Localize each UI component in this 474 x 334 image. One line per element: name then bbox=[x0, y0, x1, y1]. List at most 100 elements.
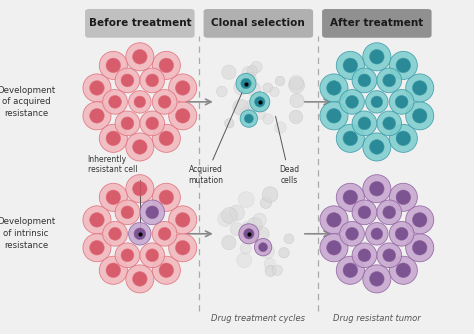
Ellipse shape bbox=[251, 61, 262, 73]
Ellipse shape bbox=[244, 114, 254, 123]
Ellipse shape bbox=[218, 211, 233, 226]
Text: Clonal selection: Clonal selection bbox=[211, 18, 305, 28]
Ellipse shape bbox=[169, 234, 197, 262]
Ellipse shape bbox=[389, 90, 414, 114]
Ellipse shape bbox=[126, 133, 154, 161]
Ellipse shape bbox=[396, 263, 410, 278]
Ellipse shape bbox=[140, 68, 164, 93]
Ellipse shape bbox=[236, 73, 256, 94]
FancyBboxPatch shape bbox=[322, 9, 431, 38]
Ellipse shape bbox=[363, 133, 391, 161]
Ellipse shape bbox=[343, 131, 357, 146]
Ellipse shape bbox=[290, 94, 304, 108]
Ellipse shape bbox=[340, 221, 365, 246]
Ellipse shape bbox=[230, 223, 243, 236]
Ellipse shape bbox=[358, 117, 371, 130]
Ellipse shape bbox=[133, 272, 147, 286]
Text: Dead
cells: Dead cells bbox=[275, 116, 299, 185]
Ellipse shape bbox=[90, 109, 104, 123]
Ellipse shape bbox=[222, 235, 236, 250]
Ellipse shape bbox=[377, 111, 401, 136]
FancyBboxPatch shape bbox=[204, 9, 313, 38]
Ellipse shape bbox=[109, 227, 121, 240]
Ellipse shape bbox=[239, 224, 259, 244]
Ellipse shape bbox=[229, 205, 245, 221]
Ellipse shape bbox=[377, 68, 401, 93]
Ellipse shape bbox=[217, 86, 227, 97]
Ellipse shape bbox=[370, 181, 384, 196]
Ellipse shape bbox=[159, 131, 173, 146]
Ellipse shape bbox=[272, 265, 283, 275]
Ellipse shape bbox=[244, 100, 257, 114]
Ellipse shape bbox=[346, 96, 358, 108]
Ellipse shape bbox=[241, 226, 252, 237]
Ellipse shape bbox=[247, 82, 261, 96]
Ellipse shape bbox=[327, 212, 341, 227]
Ellipse shape bbox=[106, 190, 120, 205]
Ellipse shape bbox=[109, 96, 121, 108]
Ellipse shape bbox=[152, 183, 181, 211]
Ellipse shape bbox=[242, 66, 254, 79]
Ellipse shape bbox=[336, 51, 365, 79]
Ellipse shape bbox=[126, 265, 154, 293]
Ellipse shape bbox=[140, 200, 164, 225]
Ellipse shape bbox=[241, 78, 251, 89]
Ellipse shape bbox=[242, 222, 252, 232]
Ellipse shape bbox=[152, 221, 177, 246]
Ellipse shape bbox=[395, 96, 408, 108]
Ellipse shape bbox=[383, 74, 396, 87]
Ellipse shape bbox=[383, 117, 396, 130]
Ellipse shape bbox=[175, 109, 190, 123]
Ellipse shape bbox=[265, 266, 276, 277]
Ellipse shape bbox=[336, 124, 365, 152]
Text: Inherently
resistant cell: Inherently resistant cell bbox=[88, 155, 140, 231]
Ellipse shape bbox=[133, 181, 147, 196]
Ellipse shape bbox=[363, 43, 391, 71]
Ellipse shape bbox=[169, 74, 197, 102]
Ellipse shape bbox=[244, 228, 254, 239]
Ellipse shape bbox=[90, 212, 104, 227]
Ellipse shape bbox=[327, 80, 341, 95]
Ellipse shape bbox=[270, 87, 279, 97]
Ellipse shape bbox=[352, 68, 377, 93]
Ellipse shape bbox=[83, 74, 111, 102]
Ellipse shape bbox=[396, 190, 410, 205]
Ellipse shape bbox=[346, 227, 358, 240]
Ellipse shape bbox=[99, 183, 128, 211]
Ellipse shape bbox=[240, 243, 251, 254]
Ellipse shape bbox=[115, 200, 140, 225]
Ellipse shape bbox=[152, 51, 181, 79]
Ellipse shape bbox=[115, 68, 140, 93]
Ellipse shape bbox=[396, 131, 410, 146]
Ellipse shape bbox=[352, 200, 377, 225]
Ellipse shape bbox=[327, 240, 341, 255]
Ellipse shape bbox=[289, 75, 303, 90]
Ellipse shape bbox=[263, 83, 273, 93]
FancyBboxPatch shape bbox=[85, 9, 194, 38]
Ellipse shape bbox=[83, 102, 111, 130]
Ellipse shape bbox=[260, 197, 272, 208]
Ellipse shape bbox=[412, 80, 427, 95]
Ellipse shape bbox=[263, 114, 273, 124]
Ellipse shape bbox=[262, 187, 278, 202]
Ellipse shape bbox=[320, 102, 348, 130]
Ellipse shape bbox=[406, 206, 434, 234]
Ellipse shape bbox=[175, 240, 190, 255]
Ellipse shape bbox=[247, 66, 257, 76]
Ellipse shape bbox=[140, 111, 164, 136]
Ellipse shape bbox=[115, 111, 140, 136]
Ellipse shape bbox=[255, 238, 272, 256]
Text: Development
of acquired
resistance: Development of acquired resistance bbox=[0, 86, 55, 118]
Ellipse shape bbox=[83, 206, 111, 234]
Ellipse shape bbox=[358, 206, 371, 219]
Ellipse shape bbox=[412, 212, 427, 227]
Ellipse shape bbox=[222, 65, 236, 79]
Ellipse shape bbox=[90, 80, 104, 95]
Ellipse shape bbox=[389, 256, 418, 284]
Ellipse shape bbox=[121, 249, 134, 262]
Ellipse shape bbox=[133, 49, 147, 64]
Ellipse shape bbox=[289, 110, 302, 124]
Ellipse shape bbox=[103, 221, 128, 246]
Ellipse shape bbox=[336, 183, 365, 211]
Ellipse shape bbox=[146, 74, 159, 87]
